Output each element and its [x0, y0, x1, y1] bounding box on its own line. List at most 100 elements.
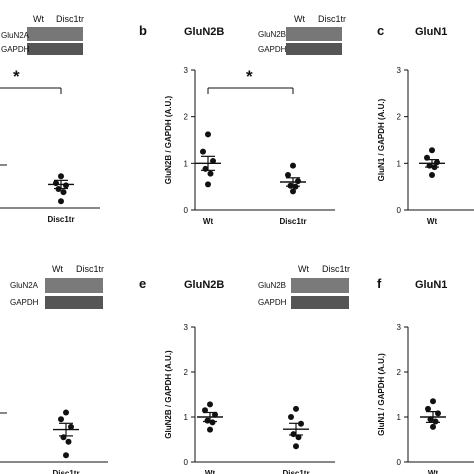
data-point: [207, 170, 214, 177]
data-point: [285, 172, 291, 178]
blot-band: [286, 27, 342, 41]
y-tick-label: 0: [184, 206, 189, 215]
blot-label: GluN2A: [1, 31, 30, 40]
panel-title: GluN1: [415, 279, 447, 291]
blot-band: [45, 296, 103, 309]
blot-d: GluN2A GAPDH Wt Disc1tr: [10, 264, 104, 309]
y-tick-label: 2: [184, 113, 189, 122]
panel-title: GluN2B: [184, 26, 224, 38]
panel-letter: f: [377, 276, 382, 291]
blot-label: GAPDH: [10, 298, 39, 307]
chart-3: Disc1tr: [0, 409, 108, 474]
chart-1: 0 1 2 3 GluN2B / GAPDH (A.U.) Wt Disc1tr: [164, 66, 335, 226]
blot-label: GAPDH: [258, 45, 287, 54]
panel-f: f GluN1: [377, 276, 447, 291]
panel-c: c GluN1: [377, 23, 447, 38]
data-point: [58, 173, 64, 180]
data-point: [293, 443, 299, 450]
data-point: [63, 182, 69, 189]
y-tick-label: 3: [184, 66, 189, 75]
data-point: [290, 162, 296, 169]
panel-letter: e: [139, 276, 146, 291]
blot-band: [286, 43, 342, 55]
blot-label: GAPDH: [258, 298, 287, 307]
y-tick-label: 1: [397, 413, 402, 422]
blot-label: GluN2A: [10, 281, 39, 290]
y-tick-label: 2: [184, 368, 189, 377]
chart-0: Disc1tr: [0, 87, 100, 224]
y-tick-label: 3: [184, 323, 189, 332]
data-point: [288, 414, 294, 420]
lane-label: Wt: [33, 14, 44, 24]
data-point: [425, 405, 431, 412]
x-tick-label: Wt: [428, 469, 439, 474]
data-point: [65, 438, 72, 445]
data-point: [207, 426, 213, 433]
data-point: [293, 405, 299, 412]
blot-band: [27, 27, 83, 41]
panel-title: GluN1: [415, 26, 447, 38]
y-tick-label: 0: [397, 458, 402, 467]
data-point: [58, 198, 64, 205]
x-tick-label: Wt: [205, 469, 216, 474]
panel-letter: b: [139, 23, 147, 38]
blot-band: [291, 278, 349, 293]
data-point: [212, 411, 218, 418]
data-point: [200, 148, 206, 155]
blot-b: GluN2B GAPDH Wt Disc1tr: [258, 14, 346, 55]
lane-label: Wt: [52, 264, 63, 274]
chart-2: 0 1 2 3 GluN1 / GAPDH (A.U.) Wt: [377, 66, 474, 226]
significance-star: *: [246, 67, 253, 86]
x-tick-label: Wt: [203, 217, 214, 226]
lane-label: Disc1tr: [318, 14, 346, 24]
chart-4: 0 1 2 3 GluN2B / GAPDH (A.U.) Wt Disc1tr: [164, 323, 335, 474]
data-point: [295, 178, 301, 185]
significance-star: *: [13, 67, 20, 86]
blot-a: GluN2A GAPDH Wt Disc1tr: [1, 14, 84, 55]
panel-e: e GluN2B GluN2B GAPDH Wt Disc1tr: [139, 264, 350, 309]
blot-label: GluN2B: [258, 281, 286, 290]
y-tick-label: 1: [397, 159, 402, 168]
panel-letter: c: [377, 23, 384, 38]
data-point: [429, 172, 435, 178]
data-point: [427, 416, 434, 423]
lane-label: Disc1tr: [76, 264, 104, 274]
data-point: [430, 398, 436, 405]
y-tick-label: 0: [184, 458, 189, 467]
data-point: [207, 401, 213, 408]
data-point: [53, 180, 59, 187]
blot-label: GAPDH: [1, 45, 30, 54]
lane-label: Wt: [294, 14, 305, 24]
blot-e: GluN2B GAPDH Wt Disc1tr: [258, 264, 350, 309]
x-tick-label: Disc1tr: [52, 469, 79, 474]
y-axis-label: GluN1 / GAPDH (A.U.): [377, 353, 386, 436]
data-point: [429, 147, 435, 154]
lane-label: Wt: [298, 264, 309, 274]
data-point: [68, 423, 74, 430]
plot-layer: Disc1tr 0 1 2 3 GluN2B / GAPDH (A.U.) Wt Disc1t…: [0, 66, 474, 474]
y-axis-label: GluN1 / GAPDH (A.U.): [377, 98, 386, 181]
data-point: [290, 188, 296, 195]
y-tick-label: 3: [397, 66, 402, 75]
blot-band: [27, 43, 83, 55]
y-tick-label: 1: [184, 413, 189, 422]
y-axis-label: GluN2B / GAPDH (A.U.): [164, 350, 173, 439]
y-axis-label: GluN2B / GAPDH (A.U.): [164, 95, 173, 184]
data-point: [58, 416, 64, 423]
panel-b: b GluN2B GluN2B GAPDH Wt Disc1tr *: [139, 14, 346, 86]
x-tick-label: Wt: [427, 217, 438, 226]
x-tick-label: Disc1tr: [279, 217, 306, 226]
panel-d: GluN2A GAPDH Wt Disc1tr: [10, 264, 104, 309]
data-point: [295, 434, 302, 441]
y-tick-label: 1: [184, 159, 189, 168]
data-point: [60, 189, 67, 196]
y-tick-label: 0: [397, 206, 402, 215]
data-point: [202, 407, 208, 414]
data-point: [205, 181, 211, 188]
data-point: [205, 131, 211, 138]
y-tick-label: 2: [397, 113, 402, 122]
blot-label: GluN2B: [258, 30, 286, 39]
blot-band: [291, 296, 349, 309]
blot-band: [45, 278, 103, 293]
